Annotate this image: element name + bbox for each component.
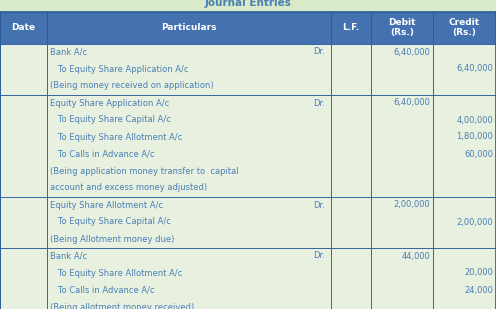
Bar	[331, 248, 371, 309]
Text: 44,000: 44,000	[401, 252, 430, 260]
Text: 2,00,000: 2,00,000	[456, 218, 493, 226]
Text: To Equity Share Application A/c: To Equity Share Application A/c	[50, 65, 188, 74]
Text: Dr.: Dr.	[313, 201, 325, 210]
Bar	[371, 11, 433, 44]
Text: L.F.: L.F.	[342, 23, 360, 32]
Text: 6,40,000: 6,40,000	[393, 48, 430, 57]
Bar	[331, 95, 371, 197]
Bar	[371, 197, 433, 248]
Bar	[371, 44, 433, 95]
Bar	[47, 95, 331, 197]
Text: 1,80,000: 1,80,000	[456, 133, 493, 142]
Bar	[0, 197, 47, 248]
Text: 4,00,000: 4,00,000	[456, 116, 493, 125]
Bar	[47, 44, 331, 95]
Bar	[371, 95, 433, 197]
Bar	[331, 11, 371, 44]
Text: 20,000: 20,000	[464, 269, 493, 277]
Bar	[433, 44, 496, 95]
Bar	[331, 44, 371, 95]
Text: Equity Share Allotment A/c: Equity Share Allotment A/c	[50, 201, 163, 210]
Text: Dr.: Dr.	[313, 252, 325, 260]
Text: To Equity Share Capital A/c: To Equity Share Capital A/c	[50, 116, 171, 125]
Text: 2,00,000: 2,00,000	[393, 201, 430, 210]
Bar	[433, 11, 496, 44]
Bar	[47, 197, 331, 248]
Text: Equity Share Application A/c: Equity Share Application A/c	[50, 99, 169, 108]
Bar	[0, 95, 47, 197]
Text: Debit
(Rs.): Debit (Rs.)	[388, 18, 416, 37]
Text: 24,000: 24,000	[464, 286, 493, 294]
Bar	[0, 11, 47, 44]
Text: account and excess money adjusted): account and excess money adjusted)	[50, 184, 207, 193]
Text: Bank A/c: Bank A/c	[50, 48, 87, 57]
Bar	[433, 95, 496, 197]
Text: Journal Entries: Journal Entries	[204, 0, 292, 7]
Text: Dr.: Dr.	[313, 48, 325, 57]
Text: (Being money received on application): (Being money received on application)	[50, 82, 214, 91]
Text: To Equity Share Allotment A/c: To Equity Share Allotment A/c	[50, 133, 182, 142]
Text: 6,40,000: 6,40,000	[393, 99, 430, 108]
Text: To Calls in Advance A/c: To Calls in Advance A/c	[50, 286, 155, 294]
Bar	[433, 197, 496, 248]
Text: 6,40,000: 6,40,000	[456, 65, 493, 74]
Text: Date: Date	[11, 23, 36, 32]
Text: 60,000: 60,000	[464, 150, 493, 159]
Bar	[47, 248, 331, 309]
Bar	[47, 11, 331, 44]
Text: Credit
(Rs.): Credit (Rs.)	[449, 18, 480, 37]
Text: (Being allotment money received): (Being allotment money received)	[50, 303, 194, 309]
Text: To Equity Share Capital A/c: To Equity Share Capital A/c	[50, 218, 171, 226]
Bar	[0, 248, 47, 309]
Bar	[371, 248, 433, 309]
Text: To Equity Share Allotment A/c: To Equity Share Allotment A/c	[50, 269, 182, 277]
Text: Bank A/c: Bank A/c	[50, 252, 87, 260]
Text: Particulars: Particulars	[161, 23, 217, 32]
Bar	[0, 44, 47, 95]
Text: To Calls in Advance A/c: To Calls in Advance A/c	[50, 150, 155, 159]
Text: Dr.: Dr.	[313, 99, 325, 108]
Text: (Being Allotment money due): (Being Allotment money due)	[50, 235, 175, 243]
Text: (Being application money transfer to  capital: (Being application money transfer to cap…	[50, 167, 239, 176]
Bar	[433, 248, 496, 309]
Bar	[331, 197, 371, 248]
